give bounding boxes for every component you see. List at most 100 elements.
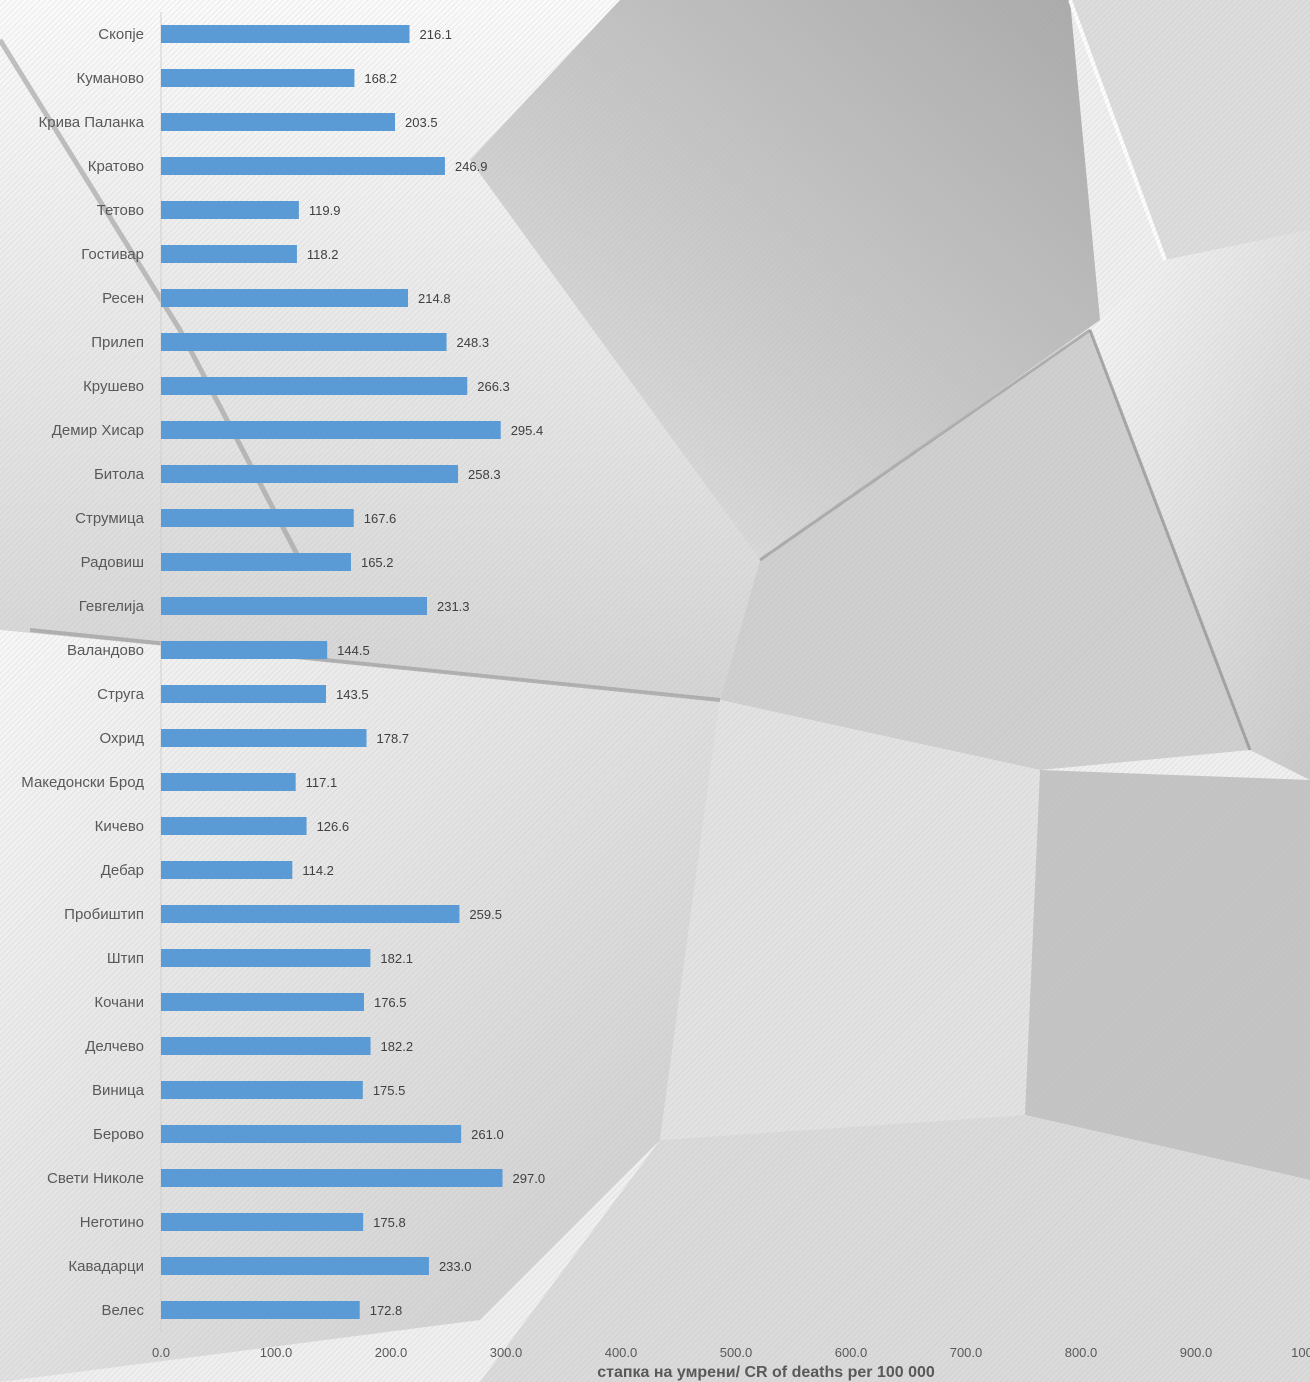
x-tick-label: 300.0 [490,1345,523,1360]
category-label: Кочани [94,994,144,1011]
data-label: 178.7 [377,731,410,746]
data-label: 165.2 [361,555,394,570]
bar [161,421,501,439]
x-tick-labels-group: 0.0 100.0 200.0 300.0 400.0 500.0 600.0 700.0 80… [152,1345,1310,1360]
x-tick-label: 900.0 [1180,1345,1213,1360]
category-label: Ресен [102,290,144,307]
bar [161,113,396,131]
bar [161,729,367,747]
data-label: 143.5 [336,687,369,702]
category-label: Штип [107,950,144,967]
data-label: 119.9 [309,203,341,218]
category-label: Берово [93,1126,144,1143]
data-label: 172.8 [370,1303,403,1318]
bar [161,817,307,835]
x-axis-title: стапка на умрени/ CR of deaths per 100 0… [597,1364,935,1381]
category-label: Гевгелија [79,598,145,615]
category-label: Демир Хисар [52,422,144,439]
value-labels-group: 216.1 168.2 203.5 246.9 119.9 118.2 214.8 248.3… [302,27,545,1318]
category-label: Кратово [88,158,144,175]
data-label: 144.5 [337,643,370,658]
bar [161,245,297,263]
bar [161,289,409,307]
data-label: 266.3 [477,379,510,394]
category-label: Свети Николе [47,1170,144,1187]
bar [161,641,328,659]
bar [161,993,364,1011]
x-tick-label: 400.0 [605,1345,638,1360]
bar [161,949,371,967]
bar [161,201,299,219]
category-label: Кавадарци [68,1258,144,1275]
bar [161,685,327,703]
x-tick-label: 100.0 [260,1345,293,1360]
category-labels-group: Скопје Куманово Крива Паланка Кратово Тетово… [21,26,144,1319]
bar [161,861,293,879]
bar [161,69,355,87]
category-label: Гостивар [81,246,144,263]
bars-group [161,25,503,1319]
data-label: 297.0 [513,1171,546,1186]
data-label: 175.8 [373,1215,406,1230]
x-tick-label: 500.0 [720,1345,753,1360]
data-label: 203.5 [405,115,438,130]
category-label: Скопје [98,26,144,43]
bar [161,1081,363,1099]
bar [161,25,410,43]
x-tick-label: 200.0 [375,1345,408,1360]
data-label: 261.0 [471,1127,504,1142]
category-label: Куманово [77,70,145,87]
bar [161,465,459,483]
data-label: 117.1 [306,775,338,790]
bar [161,1213,364,1231]
category-label: Виница [92,1082,145,1099]
data-label: 214.8 [418,291,451,306]
x-tick-label: 600.0 [835,1345,868,1360]
category-label: Дебар [101,862,144,879]
data-label: 175.5 [373,1083,406,1098]
data-label: 176.5 [374,995,407,1010]
data-label: 295.4 [511,423,544,438]
bar [161,773,296,791]
data-label: 168.2 [364,71,397,86]
data-label: 182.2 [381,1039,414,1054]
category-label: Прилеп [91,334,144,351]
category-label: Македонски Брод [21,774,144,791]
bar [161,1125,462,1143]
bar [161,333,447,351]
category-label: Битола [94,466,145,483]
bar [161,905,460,923]
data-label: 126.6 [317,819,350,834]
category-label: Охрид [100,730,145,747]
bar [161,1301,360,1319]
data-label: 259.5 [469,907,502,922]
category-label: Неготино [80,1214,144,1231]
data-label: 118.2 [307,247,339,262]
x-tick-label: 0.0 [152,1345,170,1360]
data-label: 233.0 [439,1259,472,1274]
data-label: 248.3 [457,335,490,350]
data-label: 231.3 [437,599,470,614]
bar [161,597,427,615]
category-label: Пробиштип [64,906,144,923]
data-label: 114.2 [302,863,334,878]
bar [161,377,468,395]
category-label: Валандово [67,642,144,659]
category-label: Тетово [97,202,144,219]
category-label: Крушево [83,378,144,395]
x-tick-label: 700.0 [950,1345,983,1360]
x-tick-label: 800.0 [1065,1345,1098,1360]
bar [161,157,445,175]
data-label: 216.1 [420,27,453,42]
category-label: Крива Паланка [38,114,144,131]
bar [161,509,354,527]
category-label: Струга [97,686,145,703]
category-label: Радовиш [81,554,144,571]
category-label: Струмица [75,510,144,527]
bar [161,1037,371,1055]
category-label: Делчево [85,1038,144,1055]
data-label: 182.1 [380,951,413,966]
